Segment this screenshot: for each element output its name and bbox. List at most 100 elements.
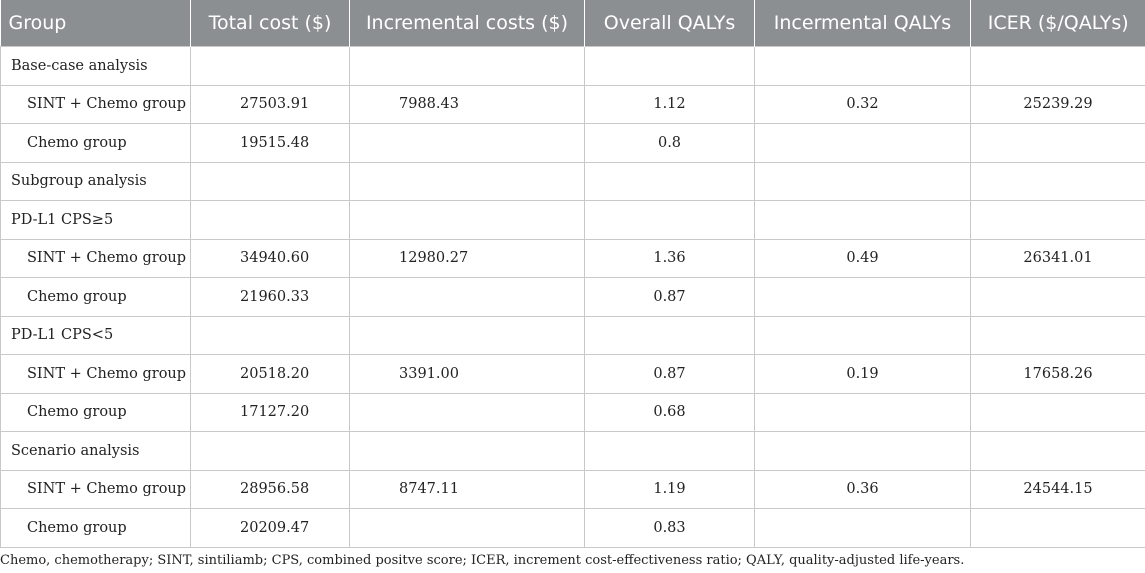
cell-group: PD-L1 CPS<5 [0,315,191,355]
cell-total-cost [190,200,350,240]
cell-icer [970,508,1145,548]
cell-group: SINT + Chemo group [0,238,191,278]
cell-incremental-qalys [754,46,971,86]
cell-incremental-qalys: 0.36 [754,469,971,509]
cell-total-cost: 28956.58 [190,469,350,509]
cell-incremental-costs [349,123,585,163]
cell-incremental-qalys [754,200,971,240]
table-row: Chemo group 20209.47 0.83 [0,508,1145,548]
cell-incremental-qalys: 0.49 [754,238,971,278]
table-body: Base-case analysis SINT + Chemo group 2750… [0,46,1145,548]
cell-total-cost [190,46,350,86]
cell-incremental-qalys [754,123,971,163]
cell-icer: 26341.01 [970,238,1145,278]
cell-incremental-qalys [754,315,971,355]
cell-icer [970,431,1145,471]
table-row: SINT + Chemo group 27503.91 7988.43 1.12 0.3… [0,84,1145,124]
cell-icer: 17658.26 [970,354,1145,394]
cell-overall-qalys: 1.12 [584,84,755,124]
cell-overall-qalys: 0.87 [584,277,755,317]
table-row: SINT + Chemo group 28956.58 8747.11 1.19 0.3… [0,469,1145,509]
cell-incremental-qalys [754,508,971,548]
cell-incremental-qalys [754,392,971,432]
cell-group: Base-case analysis [0,46,191,86]
header-total-cost: Total cost ($) [190,0,350,47]
cell-incremental-costs [349,431,585,471]
cell-icer: 25239.29 [970,84,1145,124]
cell-total-cost: 27503.91 [190,84,350,124]
cell-incremental-costs [349,161,585,201]
cell-incremental-costs: 12980.27 [349,238,585,278]
cell-incremental-costs: 3391.00 [349,354,585,394]
cell-overall-qalys [584,46,755,86]
cell-total-cost: 17127.20 [190,392,350,432]
cell-overall-qalys: 1.36 [584,238,755,278]
cell-incremental-costs: 8747.11 [349,469,585,509]
section-header-row: PD-L1 CPS≥5 [0,200,1145,240]
cell-icer [970,161,1145,201]
cell-group: Chemo group [0,392,191,432]
cell-group: Subgroup analysis [0,161,191,201]
cell-icer [970,392,1145,432]
cell-overall-qalys: 1.19 [584,469,755,509]
cell-overall-qalys [584,315,755,355]
table-row: SINT + Chemo group 20518.20 3391.00 0.87 0.1… [0,354,1145,394]
cell-group: SINT + Chemo group [0,84,191,124]
cell-total-cost: 20518.20 [190,354,350,394]
cell-group: SINT + Chemo group [0,469,191,509]
header-row: Group Total cost ($) Incremental costs (… [0,0,1145,47]
cell-overall-qalys [584,200,755,240]
cell-total-cost [190,315,350,355]
cell-group: PD-L1 CPS≥5 [0,200,191,240]
cell-group: Chemo group [0,277,191,317]
cell-incremental-costs [349,46,585,86]
cell-total-cost: 19515.48 [190,123,350,163]
cell-incremental-costs [349,315,585,355]
cell-icer: 24544.15 [970,469,1145,509]
cell-incremental-costs [349,200,585,240]
section-header-row: Subgroup analysis [0,161,1145,201]
cell-total-cost: 20209.47 [190,508,350,548]
cell-total-cost: 21960.33 [190,277,350,317]
cell-group: SINT + Chemo group [0,354,191,394]
cell-overall-qalys [584,431,755,471]
cell-incremental-costs [349,392,585,432]
header-overall-qalys: Overall QALYs [584,0,755,47]
cell-icer [970,277,1145,317]
cell-total-cost: 34940.60 [190,238,350,278]
cell-icer [970,46,1145,86]
table-row: SINT + Chemo group 34940.60 12980.27 1.36 0.… [0,238,1145,278]
cell-incremental-qalys [754,277,971,317]
header-group: Group [0,0,191,47]
cell-group: Chemo group [0,508,191,548]
cell-overall-qalys: 0.8 [584,123,755,163]
cell-incremental-qalys [754,431,971,471]
cell-group: Scenario analysis [0,431,191,471]
cell-total-cost [190,161,350,201]
header-incremental-costs: Incremental costs ($) [349,0,585,47]
cost-effectiveness-table: Group Total cost ($) Incremental costs (… [0,0,1145,548]
cell-icer [970,200,1145,240]
cell-overall-qalys: 0.87 [584,354,755,394]
cell-total-cost [190,431,350,471]
cell-incremental-qalys [754,161,971,201]
header-icer: ICER ($/QALYs) [970,0,1145,47]
table-row: Chemo group 19515.48 0.8 [0,123,1145,163]
cell-icer [970,123,1145,163]
cell-incremental-costs: 7988.43 [349,84,585,124]
cell-overall-qalys: 0.68 [584,392,755,432]
cell-overall-qalys [584,161,755,201]
cell-icer [970,315,1145,355]
section-header-row: Scenario analysis [0,431,1145,471]
table-footnote: Chemo, chemotherapy; SINT, sintiliamb; C… [0,553,965,568]
section-header-row: Base-case analysis [0,46,1145,86]
cell-incremental-qalys: 0.19 [754,354,971,394]
cell-group: Chemo group [0,123,191,163]
cell-overall-qalys: 0.83 [584,508,755,548]
cell-incremental-costs [349,277,585,317]
table-row: Chemo group 17127.20 0.68 [0,392,1145,432]
table-row: Chemo group 21960.33 0.87 [0,277,1145,317]
header-incremental-qalys: Incermental QALYs [754,0,971,47]
cell-incremental-qalys: 0.32 [754,84,971,124]
cell-incremental-costs [349,508,585,548]
